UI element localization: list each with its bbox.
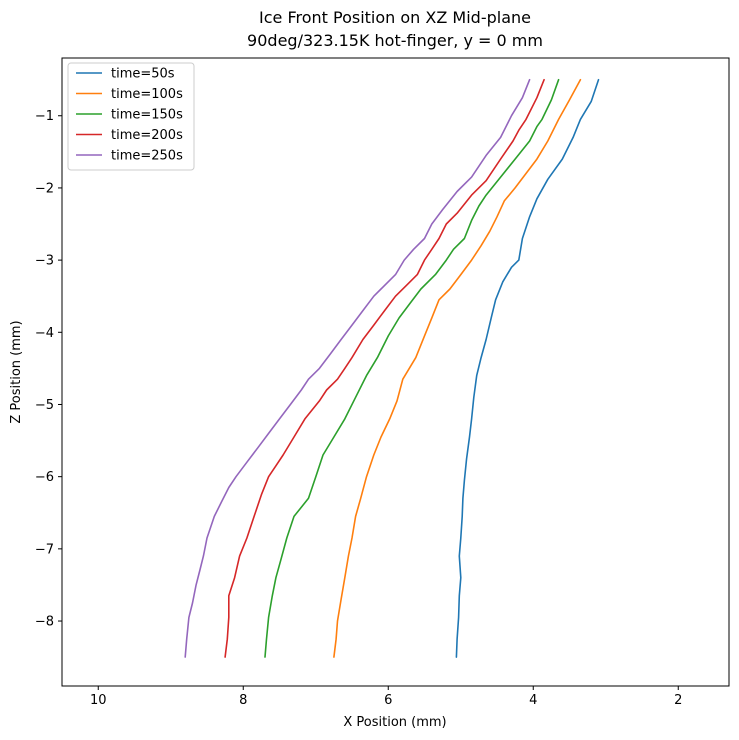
legend-label-3: time=200s (111, 128, 183, 143)
x-tick-label: 10 (90, 693, 107, 708)
x-axis-label: X Position (mm) (343, 715, 446, 730)
legend-label-4: time=250s (111, 149, 183, 164)
y-tick-label: −7 (35, 542, 54, 557)
legend-label-0: time=50s (111, 67, 175, 82)
legend-label-1: time=100s (111, 87, 183, 102)
series-line-2 (264, 78, 560, 658)
chart-title: Ice Front Position on XZ Mid-plane (259, 8, 531, 27)
legend: time=50s time=100s time=150s time=200s time=… (67, 62, 195, 171)
y-axis-label: Z Position (mm) (9, 320, 24, 423)
y-tick-label: −2 (35, 181, 54, 196)
x-tick-label: 2 (674, 693, 682, 708)
y-tick-label: −8 (35, 615, 54, 630)
legend-items: time=50s time=100s time=150s time=200s time=… (76, 67, 183, 164)
chart-title-group: Ice Front Position on XZ Mid-plane 90deg… (247, 8, 543, 50)
y-axis-ticks: −1 −2 −3 −4 −5 −6 −7 −8 (35, 109, 62, 630)
series-line-0 (455, 78, 600, 658)
x-tick-label: 6 (384, 693, 392, 708)
x-tick-label: 4 (529, 693, 537, 708)
chart-subtitle: 90deg/323.15K hot-finger, y = 0 mm (247, 31, 543, 50)
y-tick-label: −5 (35, 398, 54, 413)
y-tick-label: −3 (35, 254, 54, 269)
series-line-4 (184, 78, 531, 658)
series-line-3 (224, 78, 545, 658)
series-lines (184, 78, 600, 658)
plot-area (61, 57, 730, 687)
y-tick-label: −6 (35, 470, 54, 485)
x-axis-ticks: 10 8 6 4 2 (90, 686, 682, 708)
plot-frame (61, 57, 730, 687)
y-tick-label: −1 (35, 109, 54, 124)
x-tick-label: 8 (239, 693, 247, 708)
y-tick-label: −4 (35, 326, 54, 341)
legend-box (67, 62, 195, 171)
series-line-1 (333, 78, 582, 658)
legend-label-2: time=150s (111, 108, 183, 123)
